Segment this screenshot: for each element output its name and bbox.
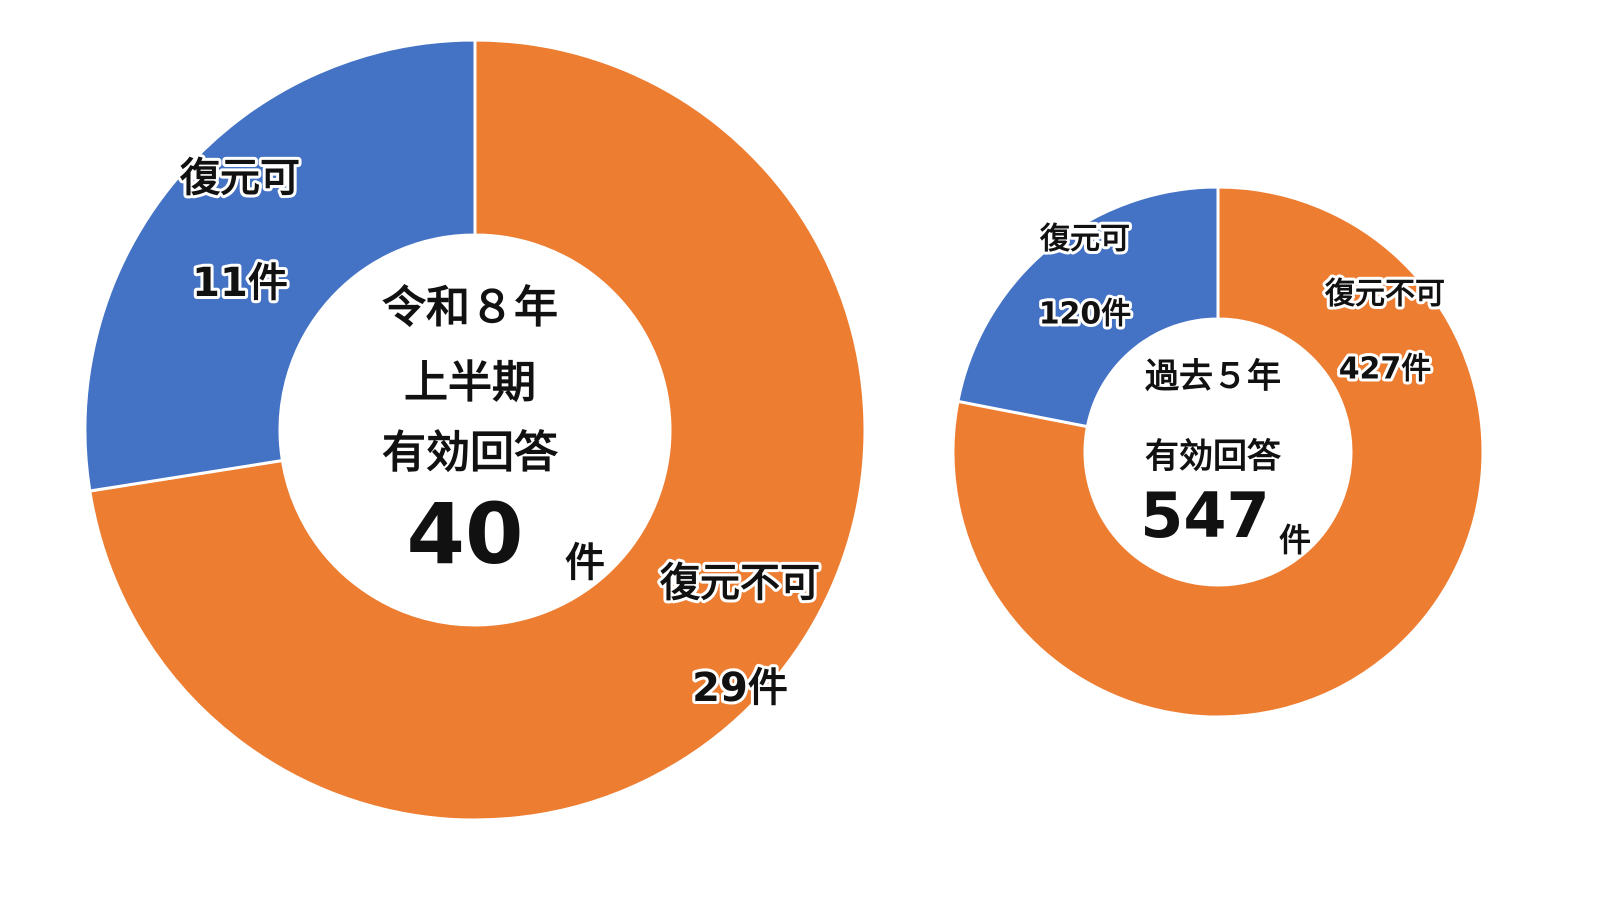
center-text: 有効回答	[1145, 437, 1282, 477]
center-text: 令和８年	[382, 282, 558, 333]
center-unit: 件	[1279, 521, 1311, 559]
center-unit: 件	[565, 540, 605, 586]
donut-slice	[956, 185, 1220, 429]
slice-label: 復元不可	[659, 560, 820, 606]
center-total: 547	[1140, 479, 1269, 552]
donut-slice	[951, 185, 1485, 719]
slice-label: 復元不可	[1324, 277, 1445, 312]
donut-slice	[88, 38, 867, 822]
slice-label: 復元可	[1039, 222, 1130, 257]
slice-value-label: 11件	[192, 260, 288, 306]
center-text: 過去５年	[1145, 357, 1281, 397]
slice-label: 復元可	[179, 155, 300, 201]
slice-value-label: 427件	[1339, 352, 1432, 387]
slice-value-label: 120件	[1039, 297, 1132, 332]
slice-value-label: 29件	[692, 665, 788, 711]
center-text: 有効回答	[382, 427, 559, 478]
center-text: 上半期	[404, 357, 536, 408]
center-total: 40	[407, 485, 524, 583]
donut-slice	[83, 38, 477, 493]
